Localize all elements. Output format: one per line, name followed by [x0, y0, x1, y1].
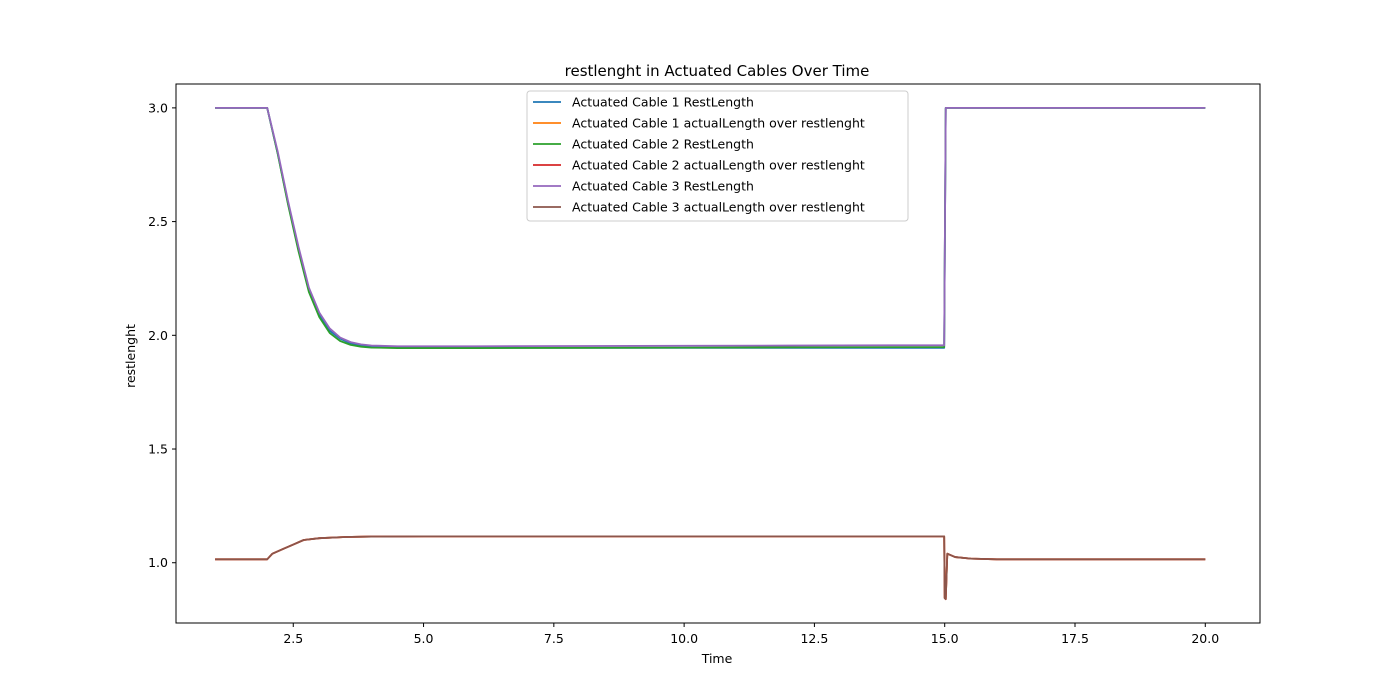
legend-label-3: Actuated Cable 2 RestLength [572, 137, 754, 152]
legend: Actuated Cable 1 RestLength Actuated Cabl… [526, 90, 909, 222]
y-tick-label: 2.0 [148, 328, 168, 343]
y-tick-label: 1.0 [148, 555, 168, 570]
x-tick-label: 17.5 [1061, 631, 1089, 646]
y-axis-ticks: 1.0 1.5 2.0 2.5 3.0 [148, 100, 176, 570]
x-tick-label: 15.0 [931, 631, 959, 646]
x-axis-ticks: 2.5 5.0 7.5 10.0 12.5 15.0 17.5 20.0 [283, 623, 1219, 646]
y-axis-label: restlenght [123, 324, 138, 388]
legend-label-5: Actuated Cable 3 RestLength [572, 179, 754, 194]
legend-label-6: Actuated Cable 3 actualLength over restl… [572, 200, 865, 215]
chart-title: restlenght in Actuated Cables Over Time [565, 62, 870, 80]
y-tick-label: 2.5 [148, 214, 168, 229]
x-tick-label: 10.0 [670, 631, 698, 646]
legend-label-1: Actuated Cable 1 RestLength [572, 95, 754, 110]
x-tick-label: 2.5 [283, 631, 303, 646]
legend-entries: Actuated Cable 1 RestLength Actuated Cabl… [533, 95, 865, 215]
series-group [215, 106, 1206, 601]
x-tick-label: 12.5 [800, 631, 828, 646]
x-tick-label: 20.0 [1191, 631, 1219, 646]
x-tick-label: 5.0 [414, 631, 434, 646]
x-axis-label: Time [701, 651, 733, 666]
series-line-6 [215, 535, 1206, 601]
legend-label-2: Actuated Cable 1 actualLength over restl… [572, 116, 865, 131]
series-line-5 [215, 106, 1206, 348]
y-tick-label: 1.5 [148, 442, 168, 457]
legend-box [526, 90, 909, 222]
legend-label-4: Actuated Cable 2 actualLength over restl… [572, 158, 865, 173]
y-tick-label: 3.0 [148, 100, 168, 115]
x-tick-label: 7.5 [544, 631, 564, 646]
